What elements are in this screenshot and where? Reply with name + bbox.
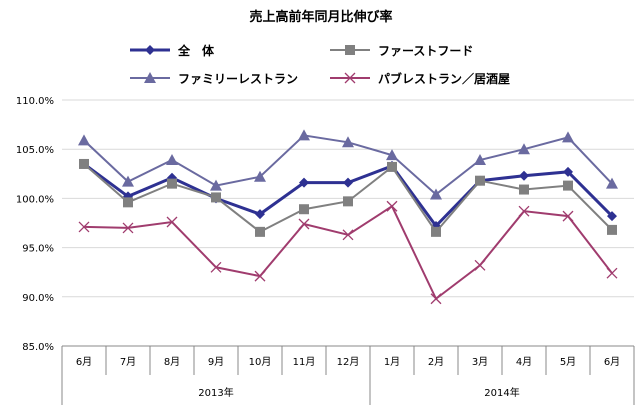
y-tick-label: 95.0% <box>22 244 54 255</box>
data-point <box>387 161 397 172</box>
data-point <box>563 166 573 177</box>
series-line <box>83 204 613 301</box>
x-tick-label: 10月 <box>249 356 272 368</box>
x-tick-label: 1月 <box>384 356 400 368</box>
y-tick-label: 105.0% <box>16 145 54 156</box>
legend-marker <box>144 72 156 83</box>
data-point <box>167 178 177 189</box>
year-label: 2014年 <box>484 386 519 399</box>
data-point <box>122 222 134 234</box>
legend-label: ファミリーレストラン <box>178 72 298 86</box>
x-tick-label: 8月 <box>164 356 180 368</box>
legend-label: 全 体 <box>177 43 215 58</box>
data-point <box>606 177 618 189</box>
legend-marker <box>145 45 155 55</box>
year-label: 2013年 <box>198 386 233 399</box>
data-point <box>430 293 442 305</box>
data-point <box>430 188 442 200</box>
data-point <box>519 184 529 195</box>
data-point <box>123 197 133 208</box>
data-point <box>386 200 398 212</box>
x-tick-label: 5月 <box>560 356 576 368</box>
data-point <box>607 211 617 222</box>
data-point <box>166 216 178 228</box>
data-point <box>255 209 265 220</box>
data-point <box>474 259 486 271</box>
data-point <box>518 205 530 217</box>
y-tick-label: 90.0% <box>22 293 54 304</box>
series-line <box>83 162 614 229</box>
data-point <box>166 154 178 166</box>
x-tick-label: 6月 <box>604 356 620 368</box>
data-point <box>299 204 309 215</box>
data-point <box>298 218 310 230</box>
legend-marker <box>344 72 356 84</box>
y-tick-label: 85.0% <box>22 342 54 353</box>
x-tick-label: 9月 <box>208 356 224 368</box>
x-tick-label: 3月 <box>472 356 488 368</box>
data-point <box>254 270 266 282</box>
data-point <box>386 149 398 161</box>
data-point <box>519 170 529 181</box>
data-point <box>518 143 530 155</box>
data-point <box>562 210 574 222</box>
data-point <box>342 136 354 148</box>
data-point <box>210 261 222 273</box>
data-point <box>298 129 310 141</box>
data-point <box>78 221 90 233</box>
data-point <box>78 134 90 146</box>
data-point <box>79 158 89 169</box>
x-tick-label: 7月 <box>120 356 136 368</box>
data-point <box>255 226 265 237</box>
legend-label: ファーストフード <box>378 44 473 58</box>
legend-marker <box>345 45 355 55</box>
x-tick-label: 2月 <box>428 356 444 368</box>
legend-label: パブレストラン／居酒屋 <box>378 71 510 86</box>
y-tick-label: 100.0% <box>16 194 54 205</box>
data-point <box>342 229 354 241</box>
data-point <box>475 175 485 186</box>
data-point <box>607 224 617 235</box>
data-point <box>431 226 441 237</box>
data-point <box>474 154 486 166</box>
data-point <box>343 177 353 188</box>
data-point <box>254 170 266 182</box>
chart-title: 売上高前年同月比伸び率 <box>249 9 392 25</box>
data-point <box>563 180 573 191</box>
x-tick-label: 6月 <box>76 356 92 368</box>
x-tick-label: 12月 <box>337 356 360 368</box>
data-point <box>210 179 222 191</box>
y-tick-label: 110.0% <box>16 96 54 107</box>
x-tick-label: 4月 <box>516 356 532 368</box>
data-point <box>211 192 221 203</box>
data-point <box>562 131 574 143</box>
data-point <box>343 196 353 207</box>
data-point <box>606 267 618 279</box>
data-point <box>299 177 309 188</box>
x-tick-label: 11月 <box>293 356 316 368</box>
data-point <box>122 175 134 187</box>
